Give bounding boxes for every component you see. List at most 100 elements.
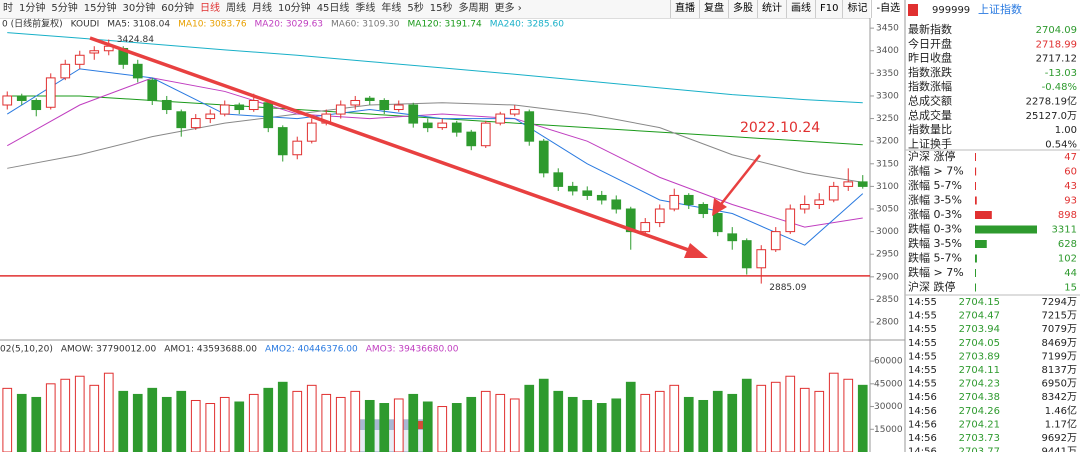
tick-volume: 8469万 <box>1042 338 1077 349</box>
candle-body <box>45 77 56 108</box>
tool-button[interactable]: 多股 <box>728 0 757 18</box>
volume-bar <box>799 387 810 452</box>
candle-body <box>480 122 491 147</box>
breadth-label: 沪深 跌停 <box>908 280 956 294</box>
volume-bar <box>567 396 578 452</box>
tick-price: 2704.47 <box>959 311 1000 322</box>
tool-button[interactable]: 画线 <box>786 0 815 18</box>
volume-bar <box>756 384 767 452</box>
tool-button[interactable]: 复盘 <box>699 0 728 18</box>
quote-value: -0.48% <box>1042 82 1077 93</box>
volume-bar <box>785 375 796 452</box>
volume-bar <box>132 393 143 452</box>
stock-code: 999999 <box>932 5 970 16</box>
volume-legend: AMO2: 40446376.00 <box>265 345 358 355</box>
tick-time: 14:56 <box>908 406 937 417</box>
ma-legend: MA10: 3083.76 <box>178 20 247 30</box>
low-label: 2885.09 <box>769 283 806 293</box>
y-tick-label: 3000 <box>876 227 899 237</box>
breadth-label: 沪深 涨停 <box>908 149 956 163</box>
period-tab[interactable]: 30分钟 <box>122 3 156 14</box>
y-tick-label: 3450 <box>876 24 899 34</box>
tick-price: 2704.23 <box>959 379 1000 390</box>
volume-bar <box>219 396 230 452</box>
y-tick-label: 3050 <box>876 205 899 215</box>
period-tab[interactable]: 多周期 <box>458 3 489 14</box>
period-tab[interactable]: 周线 <box>225 3 246 14</box>
ma-legend: MA20: 3029.63 <box>255 20 323 30</box>
period-tab[interactable]: 年线 <box>381 3 402 14</box>
tick-volume: 1.46亿 <box>1045 404 1077 417</box>
quote-value: -13.03 <box>1045 68 1077 79</box>
period-tab[interactable]: 月线 <box>251 3 272 14</box>
candle-body <box>538 140 549 174</box>
y-tick-label: 3300 <box>876 91 899 101</box>
tool-button[interactable]: 统计 <box>757 0 786 18</box>
quote-value: 2718.99 <box>1036 39 1077 50</box>
y-tick-label: 2850 <box>876 295 899 305</box>
period-tab[interactable]: 1分钟 <box>19 3 46 14</box>
volume-bar <box>60 378 71 452</box>
tick-time: 14:56 <box>908 419 937 430</box>
quote-label: 指数涨跌 <box>908 65 952 79</box>
breadth-label: 涨幅 3-5% <box>908 194 962 207</box>
volume-bar <box>103 372 114 452</box>
candle-body <box>756 249 767 269</box>
period-tab[interactable]: 60分钟 <box>161 3 194 14</box>
quote-value: 2717.12 <box>1036 54 1077 65</box>
tick-price: 2703.89 <box>959 351 1000 362</box>
breadth-bar <box>975 240 987 248</box>
quote-label: 总成交量 <box>908 108 952 122</box>
volume-bar <box>2 387 13 452</box>
tick-volume: 7199万 <box>1042 351 1077 362</box>
quote-value: 2704.09 <box>1036 25 1077 36</box>
tool-button[interactable]: 直播 <box>670 0 699 18</box>
tick-volume: 9692万 <box>1042 433 1077 444</box>
code-badge <box>908 4 918 16</box>
quote-label: 总成交额 <box>908 94 952 108</box>
volume-bar <box>828 372 839 452</box>
period-tab[interactable]: 5秒 <box>407 3 424 14</box>
volume-bar <box>263 387 274 452</box>
quote-value: 25127.0万 <box>1026 111 1077 122</box>
volume-bar <box>727 393 738 452</box>
ma-line <box>6 68 864 246</box>
stock-name: 上证指数 <box>978 2 1022 16</box>
volume-bar <box>118 390 129 452</box>
breadth-value: 93 <box>1064 196 1077 207</box>
quote-value: 1.00 <box>1055 125 1077 136</box>
ma-legend: KOUDI <box>71 20 100 30</box>
period-tab[interactable]: 45日线 <box>316 3 350 14</box>
y-tick-label: 2900 <box>876 272 899 282</box>
volume-bar <box>176 390 187 452</box>
volume-bar <box>89 384 100 452</box>
ma-legend: MA60: 3109.30 <box>331 20 400 30</box>
volume-bar <box>698 399 709 452</box>
period-tab[interactable]: 15秒 <box>429 3 453 14</box>
tool-button[interactable]: F10 <box>815 0 842 18</box>
tool-button[interactable]: 标记 <box>842 0 871 18</box>
candle-body <box>611 199 622 210</box>
volume-bar <box>16 393 27 452</box>
period-tab[interactable]: 日线 <box>199 3 220 14</box>
period-tab[interactable]: 5分钟 <box>51 3 78 14</box>
tool-button[interactable]: -自选 <box>871 0 904 18</box>
period-tab[interactable]: 更多 › <box>494 3 522 14</box>
volume-bar <box>306 384 317 452</box>
volume-bar <box>509 398 520 452</box>
period-tab[interactable]: 时 <box>3 3 13 14</box>
candle-body <box>770 231 781 251</box>
volume-bar <box>741 378 752 452</box>
breadth-label: 跌幅 0-3% <box>908 222 962 236</box>
period-tab[interactable]: 10分钟 <box>277 3 311 14</box>
tick-price: 2704.26 <box>959 406 1000 417</box>
volume-bar <box>234 401 245 452</box>
candle-body <box>640 222 651 233</box>
breadth-bar <box>975 269 976 277</box>
candle-body <box>306 122 317 142</box>
tick-time: 14:56 <box>908 392 937 403</box>
period-tab[interactable]: 季线 <box>355 3 376 14</box>
volume-bar <box>683 396 694 452</box>
period-tab[interactable]: 15分钟 <box>83 3 117 14</box>
